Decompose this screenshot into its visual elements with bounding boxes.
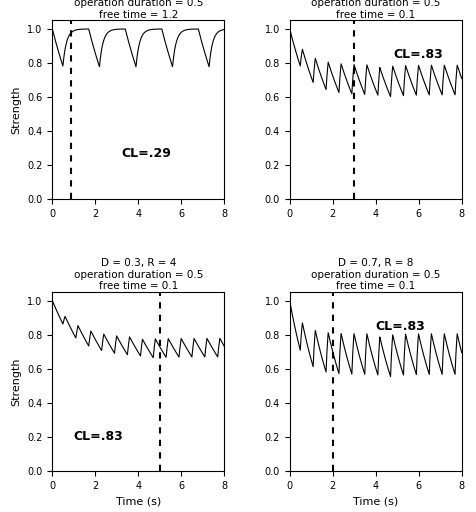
Text: CL=.83: CL=.83 <box>376 319 426 333</box>
Text: CL=.83: CL=.83 <box>74 431 124 443</box>
X-axis label: Time (s): Time (s) <box>116 496 161 506</box>
X-axis label: Time (s): Time (s) <box>353 496 398 506</box>
Text: CL=.83: CL=.83 <box>393 48 443 61</box>
Y-axis label: Strength: Strength <box>12 357 22 406</box>
Title: D = 0.5, R = 6
operation duration = 0.5
free time = 1.2: D = 0.5, R = 6 operation duration = 0.5 … <box>74 0 203 19</box>
Title: D = 0.5, R = 6
operation duration = 0.5
free time = 0.1: D = 0.5, R = 6 operation duration = 0.5 … <box>311 0 440 19</box>
Title: D = 0.7, R = 8
operation duration = 0.5
free time = 0.1: D = 0.7, R = 8 operation duration = 0.5 … <box>311 258 440 291</box>
Title: D = 0.3, R = 4
operation duration = 0.5
free time = 0.1: D = 0.3, R = 4 operation duration = 0.5 … <box>74 258 203 291</box>
Y-axis label: Strength: Strength <box>12 86 22 134</box>
Text: CL=.29: CL=.29 <box>121 147 171 160</box>
